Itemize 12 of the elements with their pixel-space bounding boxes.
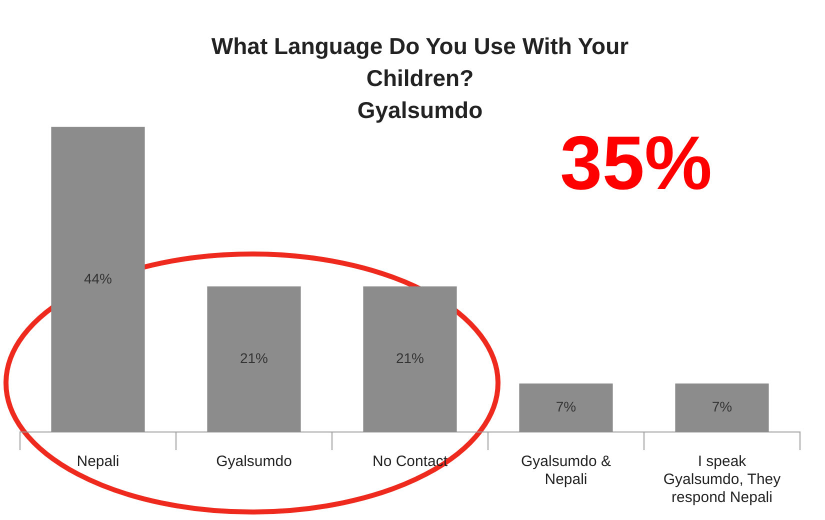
x-tick-label: I speak Gyalsumdo, They respond Nepali (663, 453, 782, 506)
x-tick-label: Nepali (76, 453, 120, 470)
chart-subtitle: Gyalsumdo (357, 97, 483, 123)
x-tick-label: Gyalsumdo & Nepali (520, 453, 612, 488)
chart-title: What Language Do You Use With Your Children? (210, 32, 630, 93)
data-label: 7% (556, 398, 576, 415)
data-label: 7% (712, 398, 732, 415)
x-tick-label: Gyalsumdo (216, 453, 292, 470)
annotation: 35% (560, 120, 712, 207)
data-label: 44% (84, 270, 112, 286)
data-label: 21% (396, 350, 424, 366)
data-label: 21% (240, 350, 268, 366)
